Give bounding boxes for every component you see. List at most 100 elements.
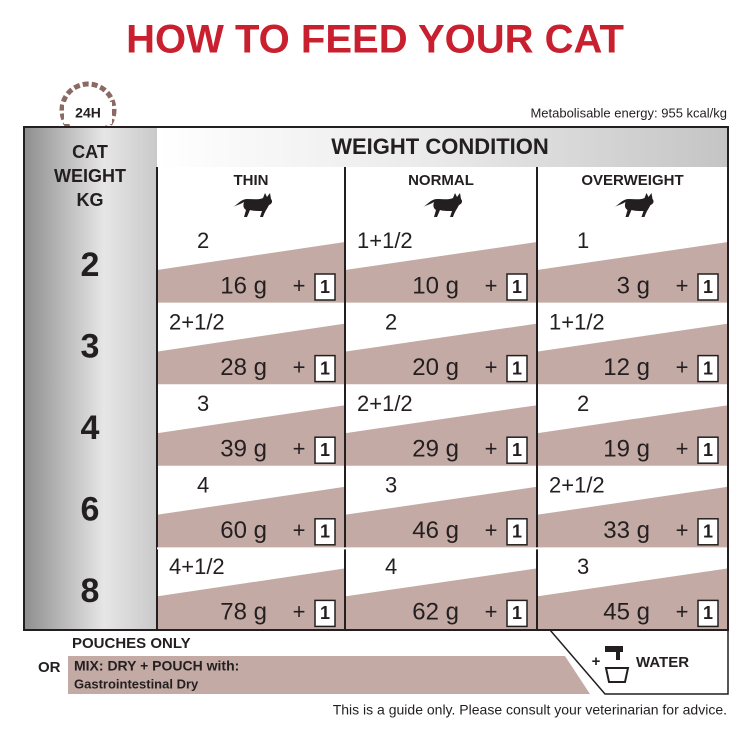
water-icon (604, 646, 630, 683)
column-header: NORMAL (408, 172, 474, 189)
cell-band (345, 568, 537, 630)
table: CAT WEIGHT KG THIN NORMAL OVERWEIGHT 2 2 16 g +1 1… (54, 142, 728, 630)
grams: 39 g (220, 436, 267, 463)
pouch-label: 1 (703, 358, 713, 378)
table-border (23, 126, 729, 631)
plus: + (485, 354, 498, 379)
pouch-label: 1 (320, 358, 330, 378)
grams: 62 g (412, 599, 459, 626)
pouch-count: 1+1/2 (357, 228, 413, 253)
group-title: WEIGHT CONDITION (331, 134, 549, 159)
column-header-bg (537, 167, 728, 222)
disclaimer: This is a guide only. Please consult you… (333, 702, 727, 718)
pouches-only: POUCHES ONLY (72, 635, 191, 652)
corner-label: CAT (72, 142, 108, 162)
cell-band (537, 242, 728, 304)
cell-band (537, 568, 728, 630)
cell-band (537, 323, 728, 386)
grams: 19 g (603, 436, 650, 463)
pouch-count: 3 (385, 473, 397, 498)
mix-band (68, 656, 590, 694)
pouch-icon (506, 273, 528, 301)
clock-bg (64, 102, 112, 124)
pouch-label: 1 (512, 277, 522, 297)
cell-band (157, 323, 345, 386)
plus: + (485, 599, 498, 624)
pouch-count: 2+1/2 (357, 391, 413, 416)
column-header: THIN (234, 172, 269, 189)
corner-label: WEIGHT (54, 166, 126, 186)
plus: + (676, 436, 689, 461)
grams: 16 g (220, 272, 267, 299)
weight: 8 (81, 572, 100, 610)
pouch-label: 1 (703, 522, 713, 542)
pouch-icon (314, 599, 336, 628)
clock-label: 24H (75, 105, 101, 121)
water-plus: + (592, 653, 601, 670)
plus: + (485, 436, 498, 461)
grams: 29 g (412, 436, 459, 463)
energy-note: Metabolisable energy: 955 kcal/kg (530, 105, 727, 120)
cell-band (537, 486, 728, 549)
pouch-icon (697, 354, 719, 383)
grams: 28 g (220, 354, 267, 381)
water-label: WATER (636, 654, 689, 671)
pouch-count: 4+1/2 (169, 554, 225, 579)
plus: + (293, 354, 306, 379)
column-header-bg (345, 167, 537, 222)
product-label: Gastrointestinal Dry (74, 676, 199, 691)
pouch-label: 1 (512, 522, 522, 542)
weight: 2 (81, 246, 100, 284)
weight: 4 (81, 409, 100, 447)
pouch-icon (314, 273, 336, 301)
cell-band (345, 405, 537, 467)
pouch-icon (697, 599, 719, 628)
grams: 20 g (412, 354, 459, 381)
plus: + (293, 273, 306, 298)
pouch-count: 2+1/2 (549, 473, 605, 498)
corner-label: KG (77, 190, 104, 210)
grams: 60 g (220, 517, 267, 544)
grams: 45 g (603, 599, 650, 626)
pouch-count: 4 (385, 554, 397, 579)
mix-label: MIX: DRY + POUCH with: (74, 658, 239, 674)
plus: + (293, 518, 306, 543)
grams: 78 g (220, 599, 267, 626)
cat-icon (423, 193, 463, 217)
pouch-label: 1 (703, 277, 713, 297)
plus: + (485, 273, 498, 298)
pouch-icon (506, 436, 528, 464)
plus: + (485, 518, 498, 543)
plus: + (676, 518, 689, 543)
cat-icon (233, 193, 273, 217)
cell-band (537, 405, 728, 467)
pouch-label: 1 (320, 277, 330, 297)
cell-band (157, 405, 345, 467)
pouch-count: 1+1/2 (549, 309, 605, 334)
weight: 6 (81, 491, 100, 529)
pouch-label: 1 (320, 603, 330, 623)
pouch-count: 3 (197, 391, 209, 416)
pouch-icon (697, 273, 719, 301)
cell-band (157, 568, 345, 630)
pouch-icon (314, 436, 336, 464)
plus: + (293, 436, 306, 461)
cell-band (157, 242, 345, 304)
plus: + (676, 273, 689, 298)
pouch-count: 2 (197, 228, 209, 253)
pouch-icon (697, 436, 719, 464)
weight: 3 (81, 327, 100, 365)
weight-column (24, 127, 157, 630)
pouch-icon (314, 354, 336, 383)
pouch-count: 2 (385, 309, 397, 334)
cell-band (345, 323, 537, 386)
plus: + (293, 599, 306, 624)
or-label: OR (38, 659, 61, 676)
cat-icon (614, 193, 654, 217)
grams: 46 g (412, 517, 459, 544)
grams: 12 g (603, 354, 650, 381)
cell-band (157, 486, 345, 549)
cell-band (345, 242, 537, 304)
cell-band (345, 486, 537, 549)
